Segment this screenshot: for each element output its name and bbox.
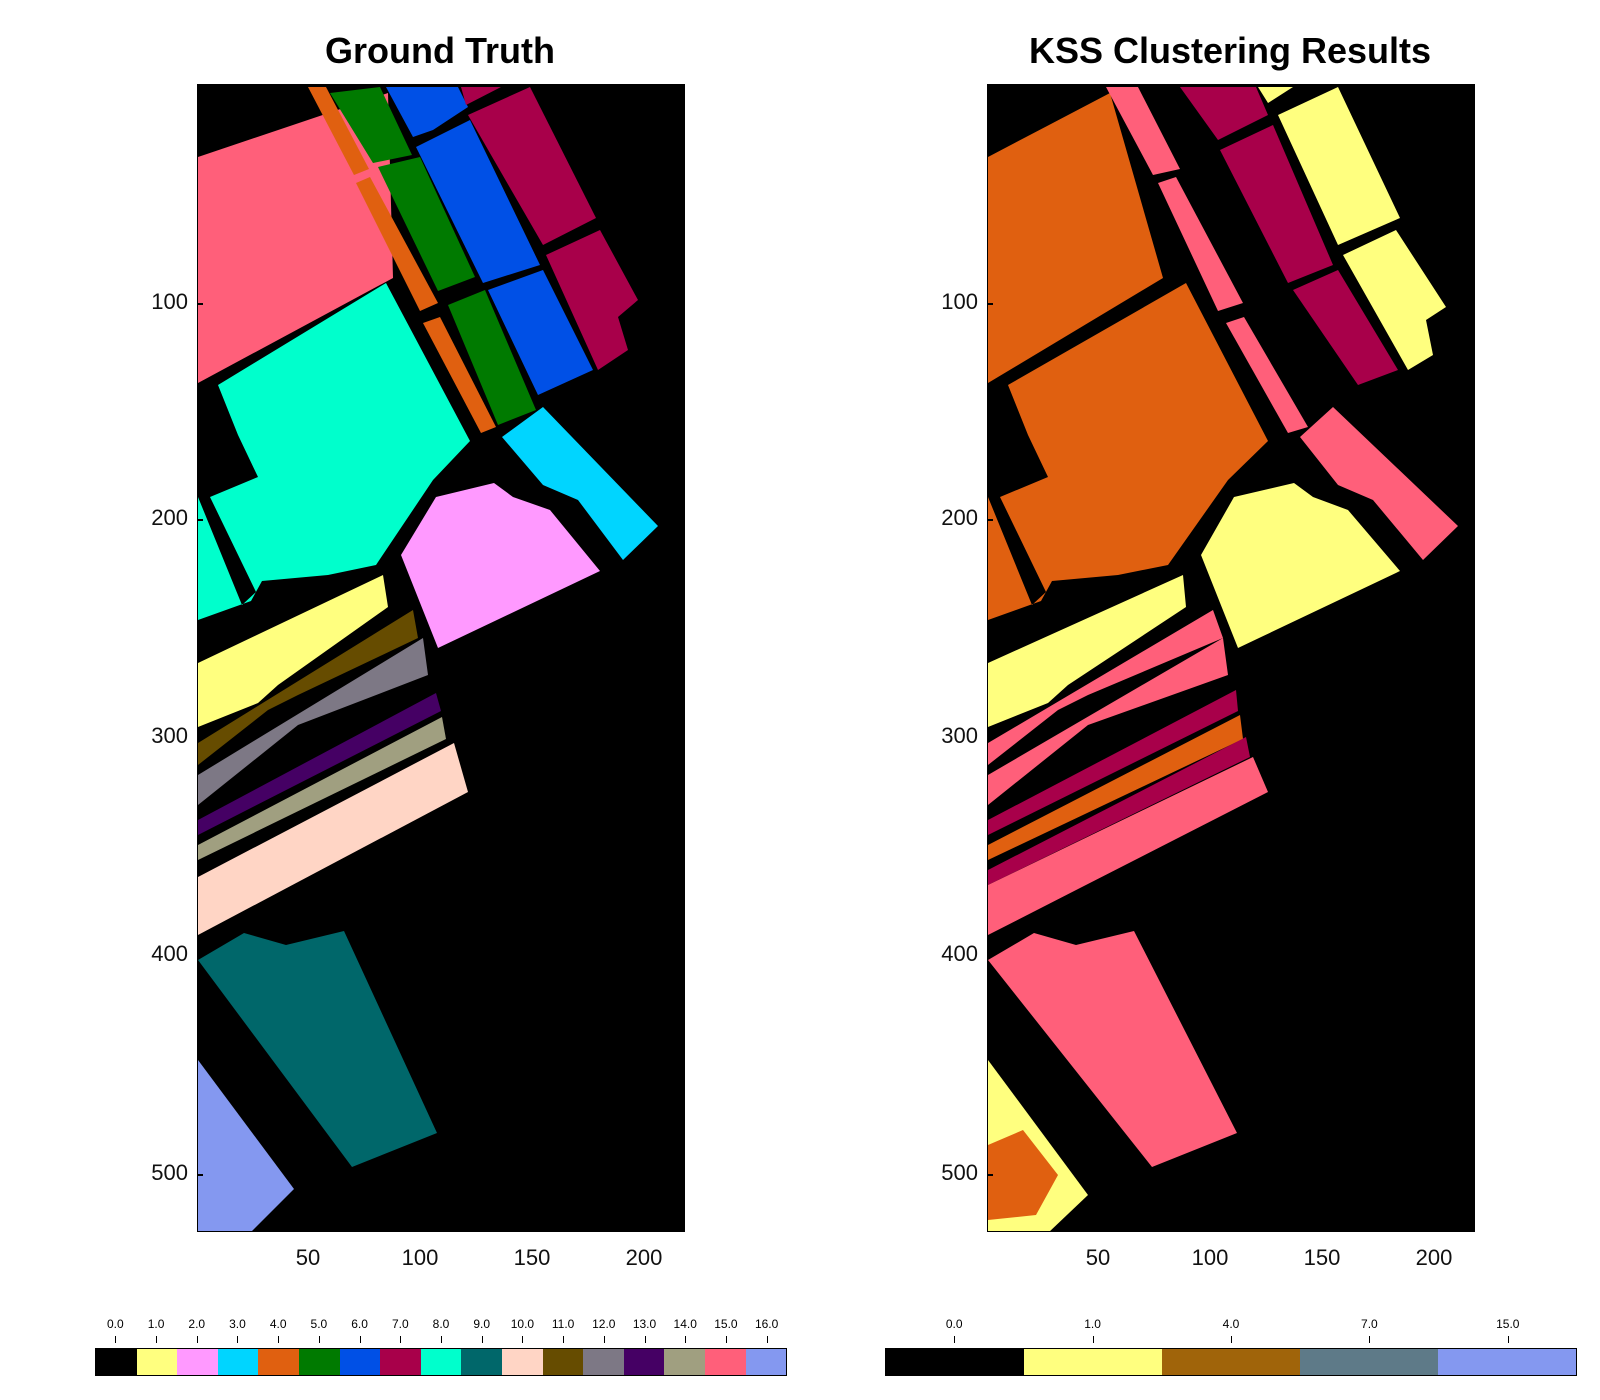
colorbar-tick-label: 15.0 [1496, 1317, 1520, 1331]
colorbar-swatch [258, 1349, 299, 1375]
y-tick-label: 100 [941, 289, 978, 314]
colorbar-tick-label: 3.0 [229, 1317, 246, 1331]
colorbar-tick [522, 1336, 524, 1343]
x-tick-label: 150 [1303, 1245, 1341, 1270]
colorbar-tick-label: 10.0 [510, 1317, 535, 1331]
ground-truth-image [198, 87, 658, 1231]
ground-truth-map [197, 84, 685, 1232]
colorbar-tick [400, 1336, 402, 1343]
x-tick-label: 50 [1085, 1245, 1111, 1270]
colorbar-tick-label: 16.0 [754, 1317, 779, 1331]
colorbar-tick [237, 1336, 239, 1343]
colorbar-tick-label: 11.0 [551, 1317, 575, 1331]
colorbar-tick [725, 1336, 727, 1343]
colorbar-tick-label: 2.0 [188, 1317, 206, 1331]
colorbar-swatch [136, 1349, 178, 1375]
colorbar-swatch [298, 1349, 340, 1375]
y-tick-label: 400 [151, 941, 188, 966]
colorbar-swatch [1300, 1349, 1438, 1375]
colorbar-tick [766, 1336, 768, 1343]
colorbar-tick-label: 15.0 [714, 1317, 738, 1331]
colorbar-tick [359, 1336, 361, 1343]
y-tick-label: 500 [151, 1160, 188, 1185]
colorbar-swatch [1162, 1349, 1300, 1375]
y-tick-label: 500 [941, 1160, 978, 1185]
colorbar-tick-label: 7.0 [1361, 1317, 1378, 1331]
colorbar-tick-label: 5.0 [310, 1317, 328, 1331]
colorbar-tick-label: 13.0 [632, 1317, 657, 1331]
colorbar-tick-label: 12.0 [592, 1317, 616, 1331]
colorbar-tick [1369, 1336, 1371, 1343]
colorbar-tick [1507, 1336, 1509, 1343]
colorbar-swatch [177, 1349, 218, 1375]
colorbar-swatch [704, 1349, 746, 1375]
colorbar-tick [196, 1336, 198, 1343]
colorbar-swatch [1024, 1349, 1162, 1375]
colorbar-tick-label: 1.0 [1084, 1317, 1101, 1331]
kss-clustering-map [987, 84, 1475, 1232]
x-tick-label: 200 [1415, 1245, 1453, 1270]
y-tick-label: 100 [151, 289, 188, 314]
colorbar-tick-label: 8.0 [432, 1317, 450, 1331]
colorbar-swatch [420, 1349, 462, 1375]
colorbar-ground-truth [95, 1348, 787, 1376]
colorbar-swatch [1438, 1349, 1576, 1375]
colorbar-tick-label: 14.0 [673, 1317, 697, 1331]
x-tick-label: 100 [1191, 1245, 1229, 1270]
colorbar-tick-label: 4.0 [269, 1317, 287, 1331]
chart-title-left: Ground Truth [325, 30, 555, 71]
kss-clustering-image [988, 87, 1458, 1231]
y-tick-label: 300 [941, 723, 978, 748]
colorbar-tick [278, 1336, 280, 1343]
colorbar-swatch [886, 1349, 1024, 1375]
chart-title-right: KSS Clustering Results [1028, 30, 1432, 71]
colorbar-tick [603, 1336, 605, 1343]
colorbar-tick-label: 4.0 [1222, 1317, 1240, 1331]
colorbar-swatch [501, 1349, 543, 1375]
y-tick-label: 300 [151, 723, 188, 748]
colorbar-tick [954, 1336, 956, 1343]
y-tick-label: 200 [151, 505, 188, 530]
colorbar-swatch [217, 1349, 259, 1375]
colorbar-swatch [583, 1349, 624, 1375]
colorbar-tick [156, 1336, 158, 1343]
x-tick-label: 100 [401, 1245, 439, 1270]
colorbar-swatch [380, 1349, 421, 1375]
colorbar-swatch [96, 1349, 137, 1375]
colorbar-tick [115, 1336, 117, 1343]
colorbar-tick-label: 0.0 [945, 1317, 963, 1331]
colorbar-kss [885, 1348, 1577, 1376]
x-tick-label: 150 [513, 1245, 551, 1270]
colorbar-tick [563, 1336, 565, 1343]
x-tick-label: 200 [625, 1245, 663, 1270]
colorbar-tick [685, 1336, 687, 1343]
colorbar-tick-label: 6.0 [351, 1317, 368, 1331]
colorbar-tick [481, 1336, 483, 1343]
colorbar-swatch [461, 1349, 502, 1375]
colorbar-tick [318, 1336, 320, 1343]
colorbar-tick-label: 1.0 [147, 1317, 165, 1331]
colorbar-tick-label: 9.0 [473, 1317, 491, 1331]
colorbar-tick [644, 1336, 646, 1343]
colorbar-tick [1231, 1336, 1232, 1343]
colorbar-tick-label: 0.0 [107, 1317, 124, 1331]
colorbar-tick-label: 7.0 [391, 1317, 409, 1331]
colorbar-swatch [339, 1349, 381, 1375]
x-tick-label: 50 [295, 1245, 321, 1270]
y-tick-label: 200 [941, 505, 978, 530]
y-tick-label: 400 [941, 941, 978, 966]
colorbar-tick [441, 1336, 442, 1343]
colorbar-swatch [542, 1349, 584, 1375]
colorbar-swatch [623, 1349, 665, 1375]
colorbar-swatch [664, 1349, 705, 1375]
colorbar-swatch [745, 1349, 787, 1375]
colorbar-tick [1092, 1336, 1094, 1343]
